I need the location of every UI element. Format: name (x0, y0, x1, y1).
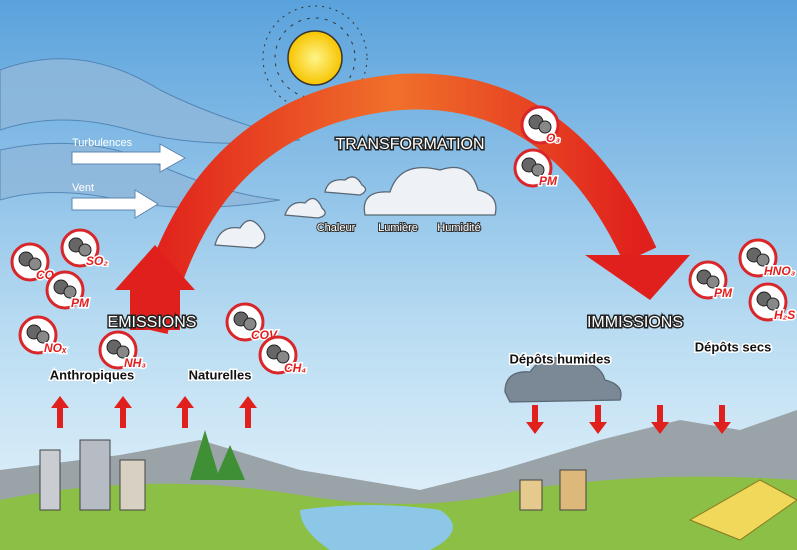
factor-label: Chaleur (317, 222, 356, 234)
deposit-label: Dépôts secs (695, 339, 772, 354)
pollutant-label: NH₃ (124, 356, 146, 370)
pollutant-label: PM (71, 296, 90, 310)
pollutant-label: PM (714, 286, 733, 300)
pollutant-badge: O₃ (522, 107, 560, 145)
source-label: Naturelles (189, 367, 252, 382)
transformation-title: TRANSFORMATION (335, 136, 484, 153)
pollutant-label: H₂S (774, 308, 795, 322)
wind-label: Turbulences (72, 137, 133, 149)
pollutant-label: HNO₃ (764, 264, 796, 278)
pollutant-label: CH₄ (284, 361, 306, 375)
factor-label: Humidité (437, 222, 480, 234)
pollutant-label: NOₓ (44, 341, 67, 355)
factor-label: Lumière (378, 222, 418, 234)
emissions-title: EMISSIONS (108, 314, 197, 331)
immissions-title: IMMISSIONS (587, 314, 683, 331)
wind-label: Vent (72, 182, 94, 194)
source-label: Anthropiques (50, 367, 135, 382)
pollutant-label: O₃ (546, 131, 560, 145)
pollutant-label: PM (539, 174, 558, 188)
diagram: Turbulences Vent TRANSFORMATION (0, 0, 797, 550)
deposit-label: Dépôts humides (509, 351, 610, 366)
pollutant-label: SO₂ (86, 254, 108, 268)
